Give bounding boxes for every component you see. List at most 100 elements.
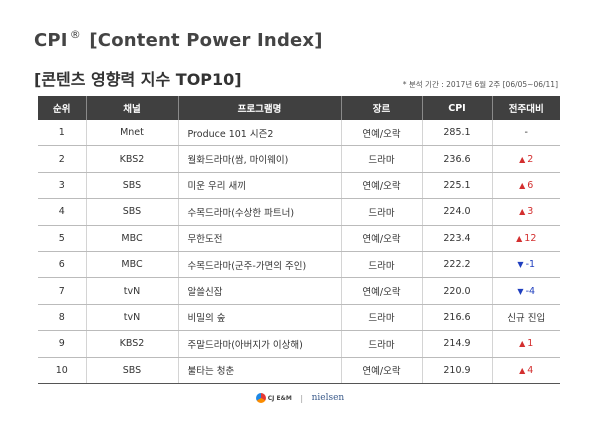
program-cell: Produce 101 시즌2 xyxy=(177,120,341,147)
column-header-rank: 순위 xyxy=(38,96,86,120)
genre-cell: 드라마 xyxy=(340,145,422,173)
table-row: 3 SBS 미운 우리 새끼 연예/오락 225.1 ▲ 6 xyxy=(38,172,560,200)
change-value: 1 xyxy=(527,338,534,350)
change-value: -1 xyxy=(525,259,536,271)
cj-logo-text: CJ E&M xyxy=(267,394,292,402)
cpi-cell: 224.0 xyxy=(421,198,492,226)
cpi-cell: 210.9 xyxy=(421,357,492,384)
program-cell: 수목드라마(군주-가면의 주인) xyxy=(177,251,341,279)
channel-cell: SBS xyxy=(85,172,178,200)
title-prefix: CPI xyxy=(34,30,68,51)
change-value: 2 xyxy=(527,153,534,165)
cpi-cell: 220.0 xyxy=(421,277,492,305)
table-row: 7 tvN 알쓸신잡 연예/오락 220.0 ▼ -4 xyxy=(38,277,560,305)
genre-cell: 드라마 xyxy=(340,251,422,279)
column-header-program: 프로그램명 xyxy=(177,96,341,120)
change-cell: ▲ 2 xyxy=(491,145,560,173)
table-row: 2 KBS2 월화드라마(쌈, 마이웨이) 드라마 236.6 ▲ 2 xyxy=(38,145,560,173)
cpi-cell: 216.6 xyxy=(421,304,492,332)
cpi-cell: 225.1 xyxy=(421,172,492,200)
triangle-down-icon: ▼ xyxy=(517,286,524,296)
genre-cell: 연예/오락 xyxy=(340,277,422,305)
program-cell: 수목드라마(수상한 파트너) xyxy=(177,198,341,226)
change-value: - xyxy=(524,127,528,139)
table-row: 5 MBC 무한도전 연예/오락 223.4 ▲ 12 xyxy=(38,225,560,252)
analysis-period: * 분석 기간 : 2017년 6월 2주 [06/05~06/11] xyxy=(402,80,558,89)
table-row: 4 SBS 수목드라마(수상한 파트너) 드라마 224.0 ▲ 3 xyxy=(38,198,560,226)
table-row: 8 tvN 비밀의 숲 드라마 216.6 신규 진입 xyxy=(38,304,560,332)
program-cell: 비밀의 숲 xyxy=(177,304,341,332)
program-cell: 불타는 청춘 xyxy=(177,357,341,384)
change-cell: ▲ 4 xyxy=(491,357,560,384)
triangle-up-icon: ▲ xyxy=(519,365,526,375)
triangle-up-icon: ▲ xyxy=(519,154,526,164)
rank-cell: 7 xyxy=(38,277,86,305)
genre-cell: 연예/오락 xyxy=(340,120,422,147)
change-cell: ▲ 1 xyxy=(491,330,560,358)
table-row: 9 KBS2 주말드라마(아버지가 이상해) 드라마 214.9 ▲ 1 xyxy=(38,330,560,358)
footer-logos: CJ E&M | nielsen xyxy=(0,393,600,403)
column-header-channel: 채널 xyxy=(85,96,178,120)
channel-cell: Mnet xyxy=(85,120,178,147)
registered-mark: ® xyxy=(69,28,81,41)
channel-cell: KBS2 xyxy=(85,330,178,358)
channel-cell: MBC xyxy=(85,225,178,252)
change-cell: ▲ 6 xyxy=(491,172,560,200)
nielsen-logo: nielsen xyxy=(311,393,345,403)
triangle-down-icon: ▼ xyxy=(517,260,524,270)
genre-cell: 연예/오락 xyxy=(340,172,422,200)
cpi-cell: 223.4 xyxy=(421,225,492,252)
change-cell: ▲ 3 xyxy=(491,198,560,226)
rank-cell: 5 xyxy=(38,225,86,252)
genre-cell: 연예/오락 xyxy=(340,225,422,252)
rank-cell: 8 xyxy=(38,304,86,332)
triangle-up-icon: ▲ xyxy=(516,233,523,243)
genre-cell: 드라마 xyxy=(340,330,422,358)
channel-cell: SBS xyxy=(85,198,178,226)
title-suffix: [Content Power Index] xyxy=(89,30,323,51)
rank-cell: 2 xyxy=(38,145,86,173)
program-cell: 무한도전 xyxy=(177,225,341,252)
program-cell: 월화드라마(쌈, 마이웨이) xyxy=(177,145,341,173)
triangle-up-icon: ▲ xyxy=(519,207,526,217)
change-value: -4 xyxy=(525,285,536,297)
table-row: 10 SBS 불타는 청춘 연예/오락 210.9 ▲ 4 xyxy=(38,357,560,384)
channel-cell: SBS xyxy=(85,357,178,384)
page-subtitle: [콘텐츠 영향력 지수 TOP10] xyxy=(34,70,242,89)
triangle-up-icon: ▲ xyxy=(519,339,526,349)
cpi-cell: 214.9 xyxy=(421,330,492,358)
table-row: 6 MBC 수목드라마(군주-가면의 주인) 드라마 222.2 ▼ -1 xyxy=(38,251,560,279)
cpi-cell: 222.2 xyxy=(421,251,492,279)
cpi-cell: 285.1 xyxy=(421,120,492,147)
change-cell: 신규 진입 xyxy=(491,304,560,332)
channel-cell: tvN xyxy=(85,304,178,332)
rank-cell: 3 xyxy=(38,172,86,200)
column-header-genre: 장르 xyxy=(340,96,422,120)
rank-cell: 1 xyxy=(38,120,86,147)
rank-cell: 9 xyxy=(38,330,86,358)
change-cell: - xyxy=(491,120,560,147)
triangle-up-icon: ▲ xyxy=(519,180,526,190)
logo-separator: | xyxy=(300,393,304,403)
change-cell: ▲ 12 xyxy=(491,225,560,252)
page-title: CPI ® [Content Power Index] xyxy=(34,28,323,51)
cj-logo: CJ E&M xyxy=(255,393,292,403)
program-cell: 알쓸신잡 xyxy=(177,277,341,305)
change-value: 4 xyxy=(527,364,534,376)
rank-cell: 4 xyxy=(38,198,86,226)
table-row: 1 Mnet Produce 101 시즌2 연예/오락 285.1 - xyxy=(38,120,560,147)
ranking-table: 순위 채널 프로그램명 장르 CPI 전주대비 1 Mnet Produce 101… xyxy=(38,96,560,384)
column-header-change: 전주대비 xyxy=(491,96,560,120)
rank-cell: 10 xyxy=(38,357,86,384)
change-value: 신규 진입 xyxy=(507,313,546,325)
rank-cell: 6 xyxy=(38,251,86,279)
channel-cell: MBC xyxy=(85,251,178,279)
change-value: 12 xyxy=(524,232,537,244)
genre-cell: 드라마 xyxy=(340,198,422,226)
cj-logo-icon xyxy=(255,393,266,403)
program-cell: 미운 우리 새끼 xyxy=(177,172,341,200)
column-header-cpi: CPI xyxy=(421,96,492,120)
genre-cell: 연예/오락 xyxy=(340,357,422,384)
cpi-cell: 236.6 xyxy=(421,145,492,173)
change-cell: ▼ -4 xyxy=(491,277,560,305)
